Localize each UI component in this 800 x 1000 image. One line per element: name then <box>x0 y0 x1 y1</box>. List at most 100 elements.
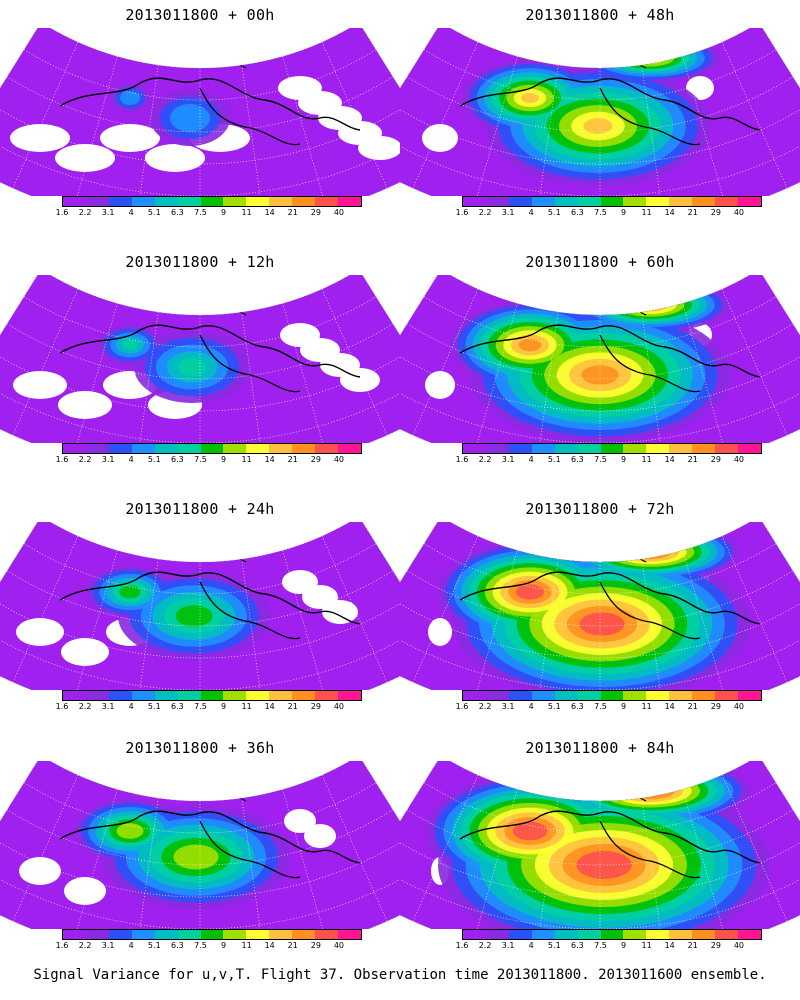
colorbar-swatch <box>154 930 178 939</box>
panel-48h: 2013011800 + 48h 1.6 2.2 3.1 4 5.1 6.3 7.5 9 11 1… <box>400 0 800 245</box>
colorbar-swatch <box>669 930 693 939</box>
colorbar-swatch <box>292 197 316 206</box>
colorbar-ticks: 1.6 2.2 3.1 4 5.1 6.3 7.5 9 11 14 21 29 40 <box>48 455 378 467</box>
colorbar-tick-label: 9 <box>620 455 627 464</box>
colorbar-swatch <box>531 444 555 453</box>
colorbar-swatch <box>315 444 339 453</box>
colorbar-swatch <box>692 444 716 453</box>
colorbar-swatch <box>200 930 224 939</box>
colorbar-swatch <box>738 691 761 700</box>
colorbar-swatch <box>131 691 155 700</box>
colorbar-tick-label: 2.2 <box>478 208 492 217</box>
colorbar-tick-label: 6.3 <box>571 208 584 217</box>
colorbar-swatch <box>485 197 509 206</box>
colorbar-swatch <box>131 444 155 453</box>
colorbar-swatch <box>200 691 224 700</box>
colorbar-swatch <box>131 930 155 939</box>
colorbar-swatch <box>715 691 739 700</box>
map-plot <box>0 522 400 690</box>
no-data-area <box>145 144 205 172</box>
colorbar-swatch <box>108 691 132 700</box>
colorbar-swatch <box>577 691 601 700</box>
colorbar-ticks: 1.6 2.2 3.1 4 5.1 6.3 7.5 9 11 14 21 29 40 <box>448 702 778 714</box>
colorbar-tick-label: 14 <box>664 455 675 464</box>
colorbar-tick-label: 40 <box>733 941 745 950</box>
colorbar-tick-label: 6.3 <box>171 702 184 711</box>
no-data-area <box>55 144 115 172</box>
colorbar-swatch <box>463 444 486 453</box>
colorbar-tick-label: 9 <box>220 941 227 950</box>
colorbar-swatch <box>200 444 224 453</box>
no-data-area <box>64 877 106 905</box>
colorbar-tick-label: 9 <box>220 702 227 711</box>
colorbar-tick-label: 1.6 <box>55 208 69 217</box>
colorbar-tick-label: 7.5 <box>194 455 207 464</box>
colorbar-swatch <box>531 691 555 700</box>
colorbar-tick-label: 5.1 <box>547 941 561 950</box>
colorbar-tick-label: 3.1 <box>101 702 115 711</box>
colorbar-swatch <box>485 444 509 453</box>
latitude-line <box>423 543 777 595</box>
colorbar-tick-label: 11 <box>241 941 252 950</box>
colorbar-tick-label: 4 <box>128 702 134 711</box>
colorbar-tick-label: 5.1 <box>147 208 161 217</box>
colorbar-tick-label: 4 <box>528 941 534 950</box>
colorbar-tick-label: 3.1 <box>501 208 515 217</box>
colorbar-swatch <box>154 691 178 700</box>
colorbar-tick-label: 14 <box>664 702 675 711</box>
colorbar-tick-label: 14 <box>664 208 675 217</box>
colorbar-swatch <box>646 197 670 206</box>
latitude-line <box>406 76 794 133</box>
colorbar-swatch <box>292 930 316 939</box>
coastline <box>59 324 361 378</box>
colorbar-tick-label: 1.6 <box>55 702 69 711</box>
colorbar-swatch <box>85 444 109 453</box>
colorbar-swatch <box>108 930 132 939</box>
field-contour <box>633 52 667 64</box>
colorbar-tick-label: 29 <box>710 208 721 217</box>
colorbar-tick-label: 7.5 <box>194 941 207 950</box>
colorbar-tick-label: 11 <box>641 702 652 711</box>
field-contour <box>515 584 545 600</box>
colorbar-tick-label: 7.5 <box>194 702 207 711</box>
colorbar-tick-label: 14 <box>664 941 675 950</box>
no-data-area <box>58 391 112 419</box>
colorbar-swatch <box>646 444 670 453</box>
colorbar-swatch <box>292 444 316 453</box>
colorbar-swatch <box>108 197 132 206</box>
colorbar-tick-label: 29 <box>310 941 321 950</box>
no-data-area <box>19 857 61 885</box>
colorbar-swatch <box>463 691 486 700</box>
colorbar-swatch <box>692 197 716 206</box>
colorbar-tick-label: 7.5 <box>594 941 607 950</box>
colorbar-tick-label: 9 <box>220 208 227 217</box>
map-plot <box>0 28 400 196</box>
colorbar-tick-label: 29 <box>710 941 721 950</box>
colorbar-swatch <box>554 930 578 939</box>
colorbar-ticks: 1.6 2.2 3.1 4 5.1 6.3 7.5 9 11 14 21 29 40 <box>48 702 378 714</box>
colorbar-swatch <box>577 444 601 453</box>
colorbar-tick-label: 1.6 <box>455 941 469 950</box>
colorbar-swatch <box>623 930 647 939</box>
colorbar-tick-label: 4 <box>528 455 534 464</box>
colorbar-tick-label: 29 <box>710 702 721 711</box>
colorbar-swatch <box>269 930 293 939</box>
colorbar-tick-label: 11 <box>641 208 652 217</box>
coastline <box>459 77 761 131</box>
colorbar-swatch <box>246 444 270 453</box>
colorbar-tick-label: 1.6 <box>55 455 69 464</box>
colorbar-swatch <box>223 930 247 939</box>
colorbar-tick-label: 40 <box>733 702 745 711</box>
colorbar-tick-label: 40 <box>333 208 345 217</box>
colorbar-tick-label: 3.1 <box>101 208 115 217</box>
colorbar-swatch <box>177 691 201 700</box>
colorbar-tick-label: 29 <box>710 455 721 464</box>
colorbar-tick-label: 9 <box>620 208 627 217</box>
colorbar-tick-label: 2.2 <box>78 455 92 464</box>
field-contour <box>177 358 207 376</box>
field-contour <box>638 301 662 309</box>
colorbar-swatch <box>246 197 270 206</box>
field-contour <box>116 823 144 839</box>
colorbar-swatch <box>508 930 532 939</box>
no-data-area <box>13 371 67 399</box>
